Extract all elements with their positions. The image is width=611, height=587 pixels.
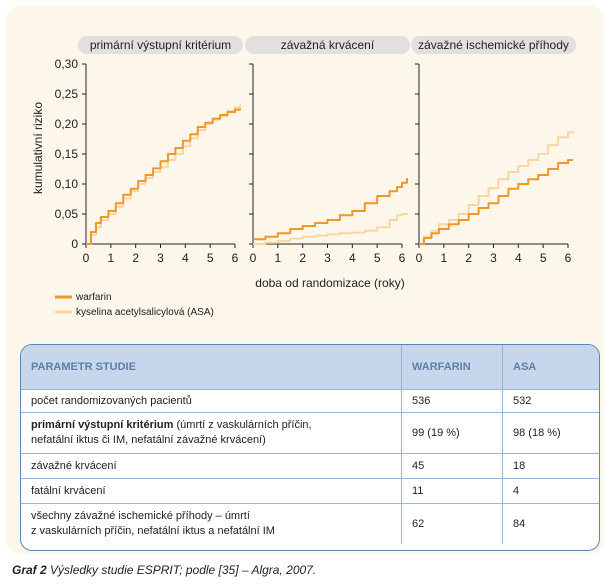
- panel-title: závažné ischemické příhody: [418, 38, 569, 52]
- row-label-line1: všechny závažné ischemické příhody – úmr…: [31, 510, 250, 522]
- x-tick-label: 2: [299, 251, 306, 265]
- legend-warfarin-label: warfarin: [75, 292, 112, 303]
- panel-title: primární výstupní kritérium: [90, 38, 231, 52]
- header-asa: ASA: [502, 345, 599, 390]
- table-row: počet randomizovaných pacientů 536 532: [21, 389, 599, 413]
- y-tick-label: 0,25: [55, 87, 79, 101]
- x-tick-label: 3: [324, 251, 331, 265]
- row-label-bold: primární výstupní kritérium: [31, 419, 174, 431]
- row-label: fatální krvácení: [21, 478, 402, 504]
- table-row: všechny závažné ischemické příhody – úmr…: [21, 503, 599, 544]
- legend-asa-label: kyselina acetylsalicylová (ASA): [76, 307, 214, 318]
- table-row: primární výstupní kritérium (úmrtí z vas…: [21, 412, 599, 454]
- x-tick-label: 5: [374, 251, 381, 265]
- study-parameters-table-box: PARAMETR STUDIE WARFARIN ASA počet rando…: [20, 344, 600, 551]
- x-tick-label: 4: [182, 251, 189, 265]
- series-line-warfarin: [86, 108, 241, 245]
- x-tick-label: 3: [490, 251, 497, 265]
- row-label-line2: z vaskulárních příčin, nefatální iktus a…: [31, 525, 275, 537]
- y-tick-label: 0,05: [55, 207, 79, 221]
- x-tick-label: 2: [132, 251, 139, 265]
- header-parameter: PARAMETR STUDIE: [31, 361, 136, 373]
- x-tick-label: 4: [515, 251, 522, 265]
- row-warfarin-value: 11: [401, 478, 503, 504]
- y-tick-label: 0,10: [55, 177, 79, 191]
- row-warfarin-value: 99 (19 %): [401, 412, 503, 454]
- row-warfarin-value: 45: [401, 453, 503, 479]
- x-tick-label: 6: [232, 251, 239, 265]
- caption-label: Graf 2: [12, 563, 47, 577]
- x-tick-label: 0: [250, 251, 257, 265]
- row-asa-value: 84: [502, 503, 599, 544]
- series-line-asa: [419, 131, 574, 245]
- table-row: závažné krvácení 45 18: [21, 453, 599, 479]
- table-header-row: PARAMETR STUDIE WARFARIN ASA: [21, 345, 599, 390]
- row-label-rest: (úmrtí z vaskulárních příčin,: [173, 419, 312, 431]
- x-tick-label: 4: [349, 251, 356, 265]
- row-asa-value: 98 (18 %): [502, 412, 599, 454]
- row-asa-value: 532: [502, 389, 599, 413]
- series-line-warfarin: [253, 178, 408, 241]
- x-tick-label: 5: [540, 251, 547, 265]
- x-tick-label: 1: [440, 251, 447, 265]
- row-label: počet randomizovaných pacientů: [21, 389, 402, 413]
- header-warfarin: WARFARIN: [401, 345, 503, 390]
- series-line-warfarin: [419, 159, 573, 245]
- x-tick-label: 6: [399, 251, 406, 265]
- y-tick-label: 0,20: [55, 117, 79, 131]
- x-tick-label: 6: [565, 251, 572, 265]
- x-axis-label: doba od randomizace (roky): [255, 276, 404, 290]
- x-tick-label: 0: [83, 251, 90, 265]
- caption-text: Výsledky studie ESPRIT; podle [35] – Alg…: [50, 563, 317, 577]
- panel-title-pill: [411, 36, 576, 54]
- row-asa-value: 18: [502, 453, 599, 479]
- x-tick-label: 1: [274, 251, 281, 265]
- x-tick-label: 1: [107, 251, 114, 265]
- row-label: všechny závažné ischemické příhody – úmr…: [21, 503, 402, 544]
- cumulative-risk-charts: primární výstupní kritérium 0 0,05 0,10 0,15…: [31, 36, 576, 318]
- x-tick-label: 3: [157, 251, 164, 265]
- y-axis-label: kumulativní riziko: [31, 102, 45, 194]
- x-tick-label: 5: [207, 251, 214, 265]
- chart-panel-1: primární výstupní kritérium 0 0,05 0,10 0,15…: [55, 36, 243, 265]
- series-line-asa: [253, 212, 408, 245]
- row-warfarin-value: 62: [401, 503, 503, 544]
- row-warfarin-value: 536: [401, 389, 503, 413]
- row-label: primární výstupní kritérium (úmrtí z vas…: [21, 412, 402, 454]
- x-tick-label: 0: [416, 251, 423, 265]
- study-parameters-table: PARAMETR STUDIE WARFARIN ASA počet rando…: [21, 345, 599, 544]
- panel-title: závažná krvácení: [281, 38, 375, 52]
- table-row: fatální krvácení 11 4: [21, 478, 599, 504]
- y-tick-label: 0,15: [55, 147, 79, 161]
- row-label-line2: nefatální iktus či IM, nefatální závažné…: [31, 434, 266, 446]
- x-tick-label: 2: [465, 251, 472, 265]
- series-line-asa: [86, 104, 241, 245]
- row-label: závažné krvácení: [21, 453, 402, 479]
- row-asa-value: 4: [502, 478, 599, 504]
- panel-title-pill: [245, 36, 410, 54]
- y-tick-label: 0: [71, 237, 78, 251]
- chart-panel-3: závažné ischemické příhody 0 1 2 3 4 5 6: [411, 36, 576, 265]
- chart-panel-2: závažná krvácení 0 1 2 3 4 5 6: [245, 36, 410, 265]
- figure-caption: Graf 2 Výsledky studie ESPRIT; podle [35…: [12, 563, 316, 577]
- panel-title-pill: [78, 36, 243, 54]
- legend: warfarin kyselina acetylsalicylová (ASA): [55, 292, 214, 318]
- y-tick-label: 0,30: [55, 57, 79, 71]
